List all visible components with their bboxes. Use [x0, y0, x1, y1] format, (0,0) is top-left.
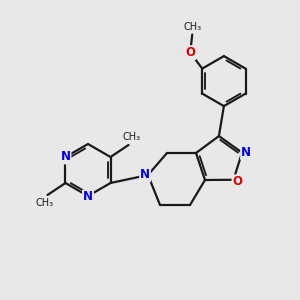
Text: O: O: [185, 46, 195, 59]
Text: O: O: [232, 175, 242, 188]
Text: N: N: [241, 146, 251, 159]
Text: CH₃: CH₃: [183, 22, 201, 32]
Text: CH₃: CH₃: [122, 132, 141, 142]
Text: N: N: [61, 151, 70, 164]
Text: CH₃: CH₃: [35, 198, 53, 208]
Text: N: N: [83, 190, 93, 203]
Text: N: N: [140, 169, 150, 182]
